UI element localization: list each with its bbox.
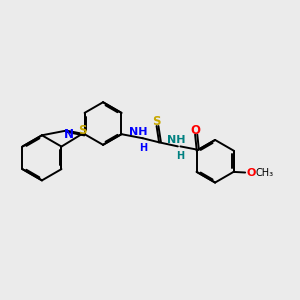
Text: O: O [246, 167, 256, 178]
Text: H: H [176, 151, 184, 161]
Text: CH₃: CH₃ [256, 167, 274, 178]
Text: S: S [152, 116, 160, 128]
Text: N: N [64, 128, 74, 142]
Text: S: S [78, 124, 86, 137]
Text: NH: NH [130, 127, 148, 137]
Text: O: O [190, 124, 200, 137]
Text: H: H [139, 143, 147, 153]
Text: NH: NH [167, 136, 185, 146]
